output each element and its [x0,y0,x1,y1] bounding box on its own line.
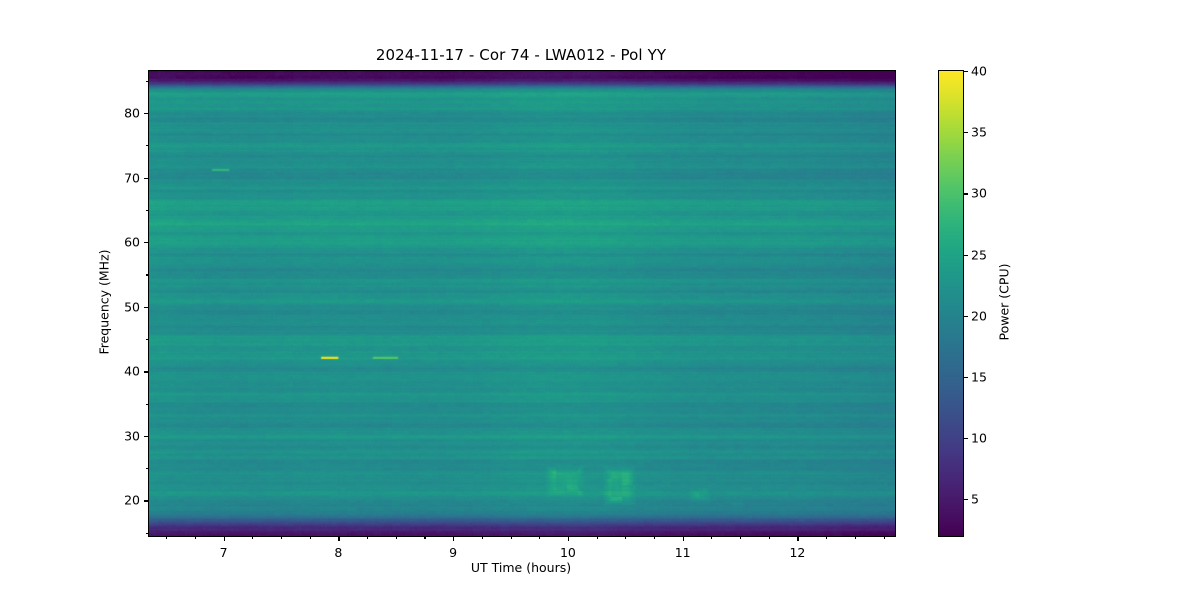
x-tick [338,536,340,541]
colorbar-tick-label: 40 [971,63,987,79]
y-tick [144,242,149,244]
colorbar-tick-label: 30 [971,185,987,201]
colorbar-tick-label: 15 [971,369,987,385]
x-tick-label: 12 [789,545,806,560]
x-axis-title: UT Time (hours) [470,560,572,575]
x-minor-tick [252,536,254,539]
y-tick [144,435,149,438]
colorbar-gradient [939,71,963,536]
y-tick-label: 70 [124,170,140,186]
x-minor-tick [309,536,311,539]
colorbar-tick [963,499,968,501]
x-minor-tick [740,536,742,539]
x-minor-tick [596,536,598,539]
x-minor-tick [367,536,369,539]
colorbar-tick-label: 35 [971,124,987,140]
x-minor-tick [510,536,512,539]
y-minor-tick [146,80,149,82]
y-minor-tick [146,532,149,534]
y-tick-label: 20 [124,492,140,508]
colorbar-tick [963,438,968,440]
heatmap-axes[interactable]: 20 30 40 50 60 70 80 7 8 9 10 11 12 [124,70,896,560]
heatmap-image [149,71,895,536]
colorbar-tick [963,376,968,379]
colorbar[interactable]: 5 10 15 20 25 30 35 40 [938,64,987,537]
x-tick [797,536,799,541]
y-tick [144,371,149,373]
colorbar-tick [963,193,968,195]
y-tick-label: 50 [124,299,140,315]
y-minor-tick [146,209,149,211]
y-tick-label: 40 [124,363,140,379]
colorbar-tick-label: 25 [971,247,987,263]
x-minor-tick [653,536,656,539]
x-tick [567,536,570,541]
y-tick [144,112,149,115]
y-minor-tick [146,468,149,470]
x-tick [682,536,684,541]
y-minor-tick [146,274,149,276]
x-minor-tick [711,536,713,539]
y-minor-tick [146,339,149,341]
x-minor-tick [539,536,541,539]
colorbar-tick-label: 10 [971,430,987,446]
x-tick [223,536,225,541]
x-tick-label: 9 [449,545,458,560]
colorbar-tick [963,254,968,256]
x-minor-tick [166,536,168,539]
colorbar-tick [963,132,968,134]
x-minor-tick [883,536,885,539]
y-minor-tick [146,403,149,405]
colorbar-tick [963,71,968,73]
y-tick [144,500,149,502]
x-minor-tick [395,536,397,539]
x-tick-label: 10 [559,545,576,560]
colorbar-tick-label: 20 [971,308,987,324]
x-tick [453,536,455,541]
x-minor-tick [768,536,770,539]
chart-title: 2024-11-17 - Cor 74 - LWA012 - Pol YY [375,46,667,64]
colorbar-tick [963,315,968,317]
x-minor-tick [280,536,283,539]
colorbar-title-text: Power (CPU) [996,263,1012,341]
x-minor-tick [424,536,426,539]
y-tick [144,306,149,308]
colorbar-tick-label: 5 [971,491,979,507]
y-tick-label: 80 [124,105,140,121]
x-minor-tick [625,536,627,539]
heatmap-plot-area[interactable] [149,71,895,536]
y-axis-title-text: Frequency (MHz) [96,249,112,355]
x-minor-tick [194,536,196,539]
x-tick-label: 7 [219,545,228,560]
x-minor-tick [826,536,828,539]
y-minor-tick [146,145,149,147]
x-minor-tick [854,536,856,539]
x-tick-label: 8 [334,545,343,560]
y-tick [144,177,149,179]
y-tick-label: 60 [124,234,140,250]
x-minor-tick [481,536,483,539]
x-tick-label: 11 [674,545,691,560]
y-tick-label: 30 [124,428,140,444]
